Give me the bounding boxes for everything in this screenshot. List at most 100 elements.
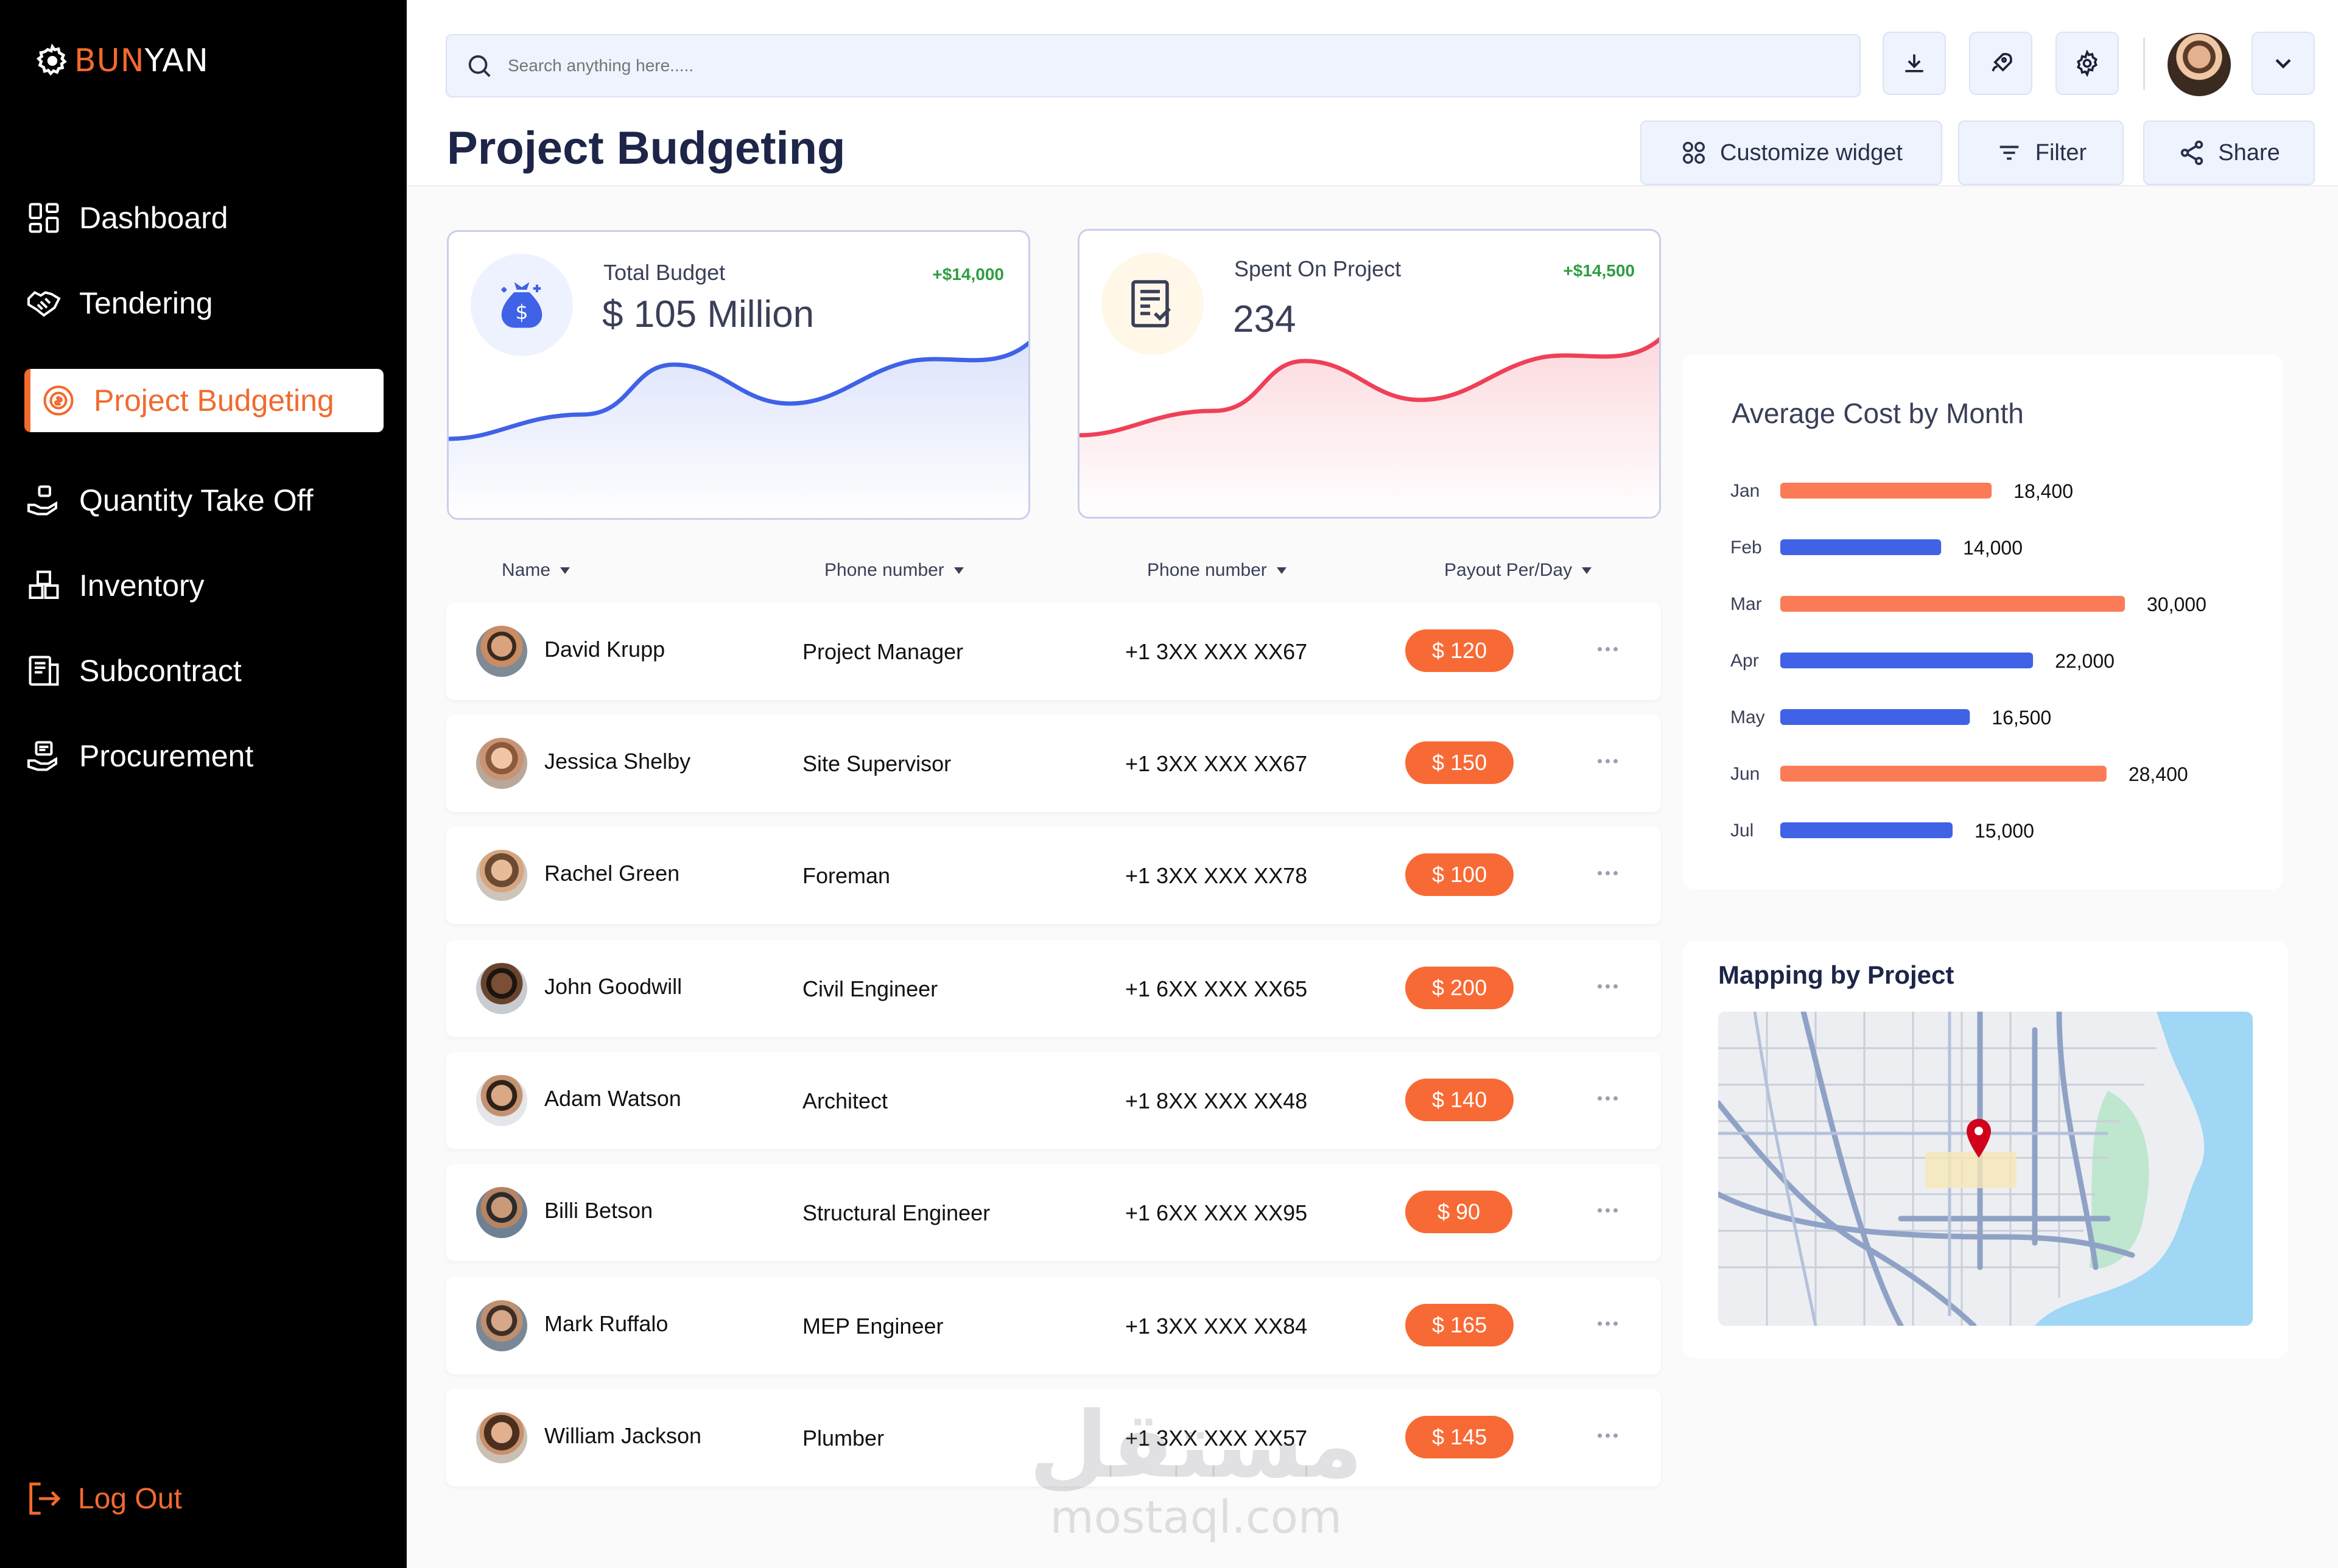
search-bar[interactable]	[446, 34, 1861, 97]
share-label: Share	[2218, 139, 2280, 166]
card-value: $ 105 Million	[602, 293, 815, 335]
card-label: Total Budget	[603, 260, 726, 285]
employee-name: Rachel Green	[544, 861, 680, 886]
bar-category-label: Feb	[1730, 537, 1762, 558]
bar-jan[interactable]	[1780, 483, 1992, 499]
chevron-down-icon	[2275, 58, 2291, 69]
hand-box-icon	[27, 485, 57, 516]
search-input[interactable]	[508, 56, 1604, 75]
payout-badge: $ 150	[1405, 741, 1514, 784]
table-row[interactable]: Rachel Green Foreman +1 3XX XXX XX78 $ 1…	[446, 827, 1661, 924]
sidebar-item-dashboard[interactable]: Dashboard	[24, 186, 384, 250]
spent-trend-chart	[1079, 337, 1659, 517]
more-options-icon[interactable]	[1589, 749, 1626, 773]
employee-phone: +1 6XX XXX XX65	[1125, 976, 1308, 1001]
payout-badge: $ 140	[1405, 1079, 1514, 1121]
table-row[interactable]: Mark Ruffalo MEP Engineer +1 3XX XXX XX8…	[446, 1277, 1661, 1374]
header-name[interactable]: Name	[502, 560, 570, 581]
avatar	[476, 1075, 527, 1126]
chart-title: Average Cost by Month	[1732, 397, 2024, 429]
card-label: Spent On Project	[1234, 256, 1402, 281]
table-row[interactable]: David Krupp Project Manager +1 3XX XXX X…	[446, 603, 1661, 700]
bar-jul[interactable]	[1780, 822, 1953, 838]
header-phone[interactable]: Phone number	[1147, 560, 1287, 581]
download-button[interactable]	[1883, 32, 1946, 95]
card-delta: +$14,500	[1563, 261, 1635, 280]
sidebar-item-tendering[interactable]: Tendering	[24, 271, 384, 335]
customize-widget-button[interactable]: Customize widget	[1640, 121, 1942, 185]
employee-name: Mark Ruffalo	[544, 1311, 669, 1336]
payout-badge: $ 90	[1405, 1191, 1512, 1233]
bar-mar[interactable]	[1780, 596, 2125, 612]
checklist-icon	[1131, 280, 1171, 327]
budget-trend-chart	[449, 340, 1028, 518]
settings-button[interactable]	[2055, 32, 2119, 95]
more-options-icon[interactable]	[1589, 974, 1626, 998]
filter-icon	[1999, 145, 2019, 160]
employee-phone: +1 3XX XXX XX57	[1125, 1426, 1308, 1451]
customize-widget-label: Customize widget	[1720, 139, 1903, 166]
employee-name: Adam Watson	[544, 1086, 681, 1111]
map-pin-icon[interactable]	[1967, 1119, 1991, 1158]
map-card: Mapping by Project	[1683, 941, 2288, 1359]
table-row[interactable]: Jessica Shelby Site Supervisor +1 3XX XX…	[446, 715, 1661, 812]
bar-feb[interactable]	[1780, 539, 1942, 555]
header-payout[interactable]: Payout Per/Day	[1444, 560, 1592, 581]
sidebar-item-procurement[interactable]: Procurement	[24, 724, 384, 788]
brand-name: BUNYAN	[74, 43, 209, 79]
bar-apr[interactable]	[1780, 653, 2034, 668]
employee-role: Site Supervisor	[802, 751, 952, 776]
bar-may[interactable]	[1780, 709, 1970, 725]
employee-phone: +1 3XX XXX XX67	[1125, 751, 1308, 776]
avatar	[476, 963, 527, 1014]
table-row[interactable]: John Goodwill Civil Engineer +1 6XX XXX …	[446, 940, 1661, 1037]
total-budget-card[interactable]: $ Total Budget $ 105 Million +$14,000	[447, 230, 1030, 520]
sidebar-item-label: Inventory	[79, 569, 205, 603]
employee-name: William Jackson	[544, 1423, 702, 1448]
logout-button[interactable]: Log Out	[24, 1479, 182, 1518]
watermark: مستقل mostaql.com	[1029, 1400, 1363, 1544]
map-title: Mapping by Project	[1718, 961, 1954, 989]
filter-button[interactable]: Filter	[1958, 121, 2124, 185]
employee-name: Jessica Shelby	[544, 749, 691, 774]
more-options-icon[interactable]	[1589, 1198, 1626, 1222]
sidebar-item-label: Tendering	[79, 286, 213, 320]
more-options-icon[interactable]	[1589, 637, 1626, 661]
more-options-icon[interactable]	[1589, 1086, 1626, 1110]
sidebar-item-subcontract[interactable]: Subcontract	[24, 639, 384, 702]
share-icon	[2181, 140, 2203, 166]
table-row[interactable]: William Jackson Plumber +1 3XX XXX XX57 …	[446, 1389, 1661, 1486]
sidebar-item-quantity-take-off[interactable]: Quantity Take Off	[24, 469, 384, 532]
more-options-icon[interactable]	[1589, 861, 1626, 885]
launch-button[interactable]	[1969, 32, 2032, 95]
employee-role: Civil Engineer	[802, 976, 938, 1001]
more-options-icon[interactable]	[1589, 1423, 1626, 1447]
employee-role: Architect	[802, 1088, 888, 1113]
avatar	[476, 738, 527, 789]
average-cost-bar-chart: Jan 18,400 Feb 14,000 Mar 30,000 Apr 22,000 May 1…	[1730, 480, 2206, 842]
header-role[interactable]: Phone number	[824, 560, 964, 581]
more-options-icon[interactable]	[1589, 1311, 1626, 1335]
account-menu-button[interactable]	[2252, 32, 2315, 95]
spent-on-project-card[interactable]: Spent On Project 234 +$14,500	[1078, 229, 1661, 519]
table-row[interactable]: Adam Watson Architect +1 8XX XXX XX48 $ …	[446, 1052, 1661, 1149]
sort-caret-icon	[953, 567, 964, 574]
payout-badge: $ 120	[1405, 629, 1514, 672]
employee-phone: +1 3XX XXX XX67	[1125, 639, 1308, 664]
sidebar-item-inventory[interactable]: Inventory	[24, 554, 384, 617]
avatar	[476, 1300, 527, 1351]
sidebar-item-label: Dashboard	[79, 201, 228, 235]
brand-logo[interactable]: BUNYAN	[35, 43, 209, 79]
sort-caret-icon	[560, 567, 570, 574]
sort-caret-icon	[1582, 567, 1592, 574]
handshake-icon	[27, 291, 61, 317]
sidebar-item-label: Subcontract	[79, 654, 242, 688]
share-button[interactable]: Share	[2143, 121, 2315, 185]
bar-category-label: Apr	[1730, 651, 1759, 671]
sidebar-item-project-budgeting[interactable]: Project Budgeting	[24, 369, 384, 432]
bar-value-label: 28,400	[2129, 763, 2188, 785]
user-avatar[interactable]	[2168, 33, 2231, 96]
project-map[interactable]	[1718, 1012, 2253, 1326]
table-row[interactable]: Billi Betson Structural Engineer +1 6XX …	[446, 1164, 1661, 1261]
bar-jun[interactable]	[1780, 766, 2107, 782]
